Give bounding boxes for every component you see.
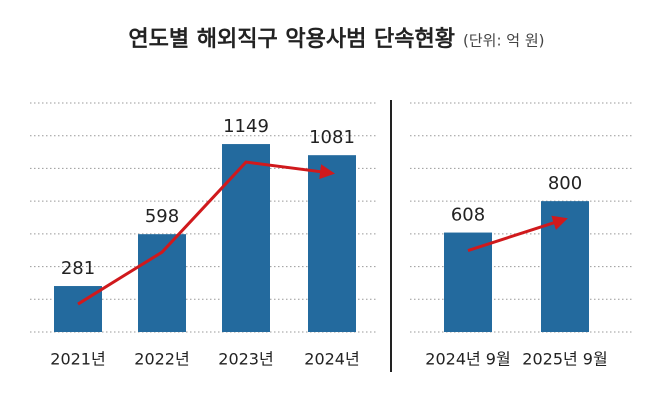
value-label: 598 xyxy=(145,206,179,227)
x-tick-label: 2023년 xyxy=(218,350,273,369)
value-label: 1149 xyxy=(223,116,269,137)
x-tick-label: 2022년 xyxy=(134,350,189,369)
x-tick-label: 2024년 xyxy=(304,350,359,369)
x-tick-label: 2025년 9월 xyxy=(522,350,607,369)
bar xyxy=(308,155,356,332)
chart-subtitle: (단위: 억 원) xyxy=(463,32,545,50)
bar xyxy=(541,201,589,332)
trend-arrow xyxy=(77,160,335,306)
bar xyxy=(444,232,492,332)
value-label: 281 xyxy=(61,258,95,279)
value-label: 1081 xyxy=(309,127,355,148)
chart-title: 연도별 해외직구 악용사범 단속현황 xyxy=(128,27,455,52)
value-label: 800 xyxy=(548,173,582,194)
value-label: 608 xyxy=(451,205,485,226)
bar xyxy=(222,144,270,332)
bar xyxy=(138,234,186,332)
x-tick-label: 2024년 9월 xyxy=(425,350,510,369)
trend-arrow xyxy=(467,215,568,252)
x-tick-label: 2021년 xyxy=(50,350,105,369)
